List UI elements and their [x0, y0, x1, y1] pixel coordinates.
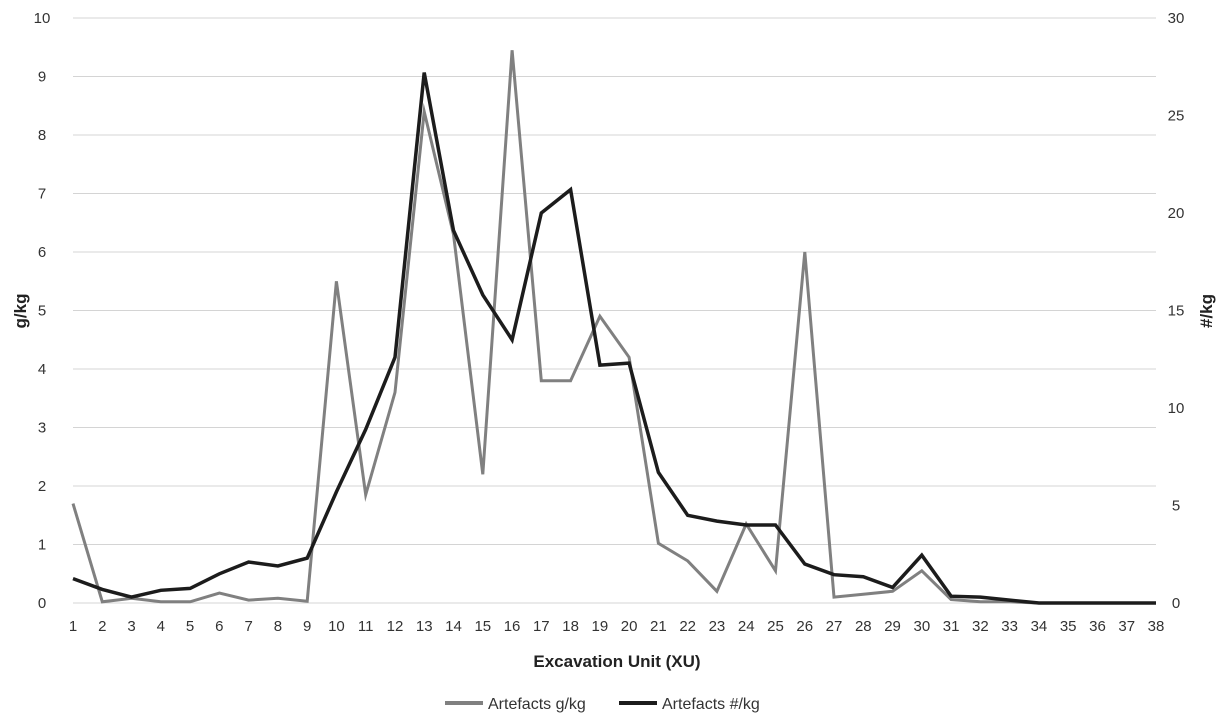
x-tick-label: 20: [621, 618, 638, 635]
x-tick-label: 34: [1031, 618, 1048, 635]
right-tick-label: 25: [1168, 108, 1185, 125]
x-tick-label: 6: [215, 618, 223, 635]
x-tick-label: 33: [1001, 618, 1018, 635]
left-tick-label: 8: [38, 127, 46, 144]
x-tick-label: 38: [1148, 618, 1165, 635]
x-tick-label: 26: [796, 618, 813, 635]
right-tick-label: 15: [1168, 303, 1185, 320]
right-tick-label: 30: [1168, 10, 1185, 27]
x-tick-label: 17: [533, 618, 550, 635]
left-tick-label: 6: [38, 244, 46, 261]
x-tick-label: 22: [679, 618, 696, 635]
left-tick-label: 0: [38, 595, 46, 612]
x-axis-ticks: 1 2 3 4 5 6 7 8 9 10 11 12 13 14 15 16 17 18 19 20 21 22 23 24 2…: [69, 618, 1165, 635]
right-tick-label: 20: [1168, 205, 1185, 222]
left-tick-label: 5: [38, 303, 46, 320]
x-tick-label: 10: [328, 618, 345, 635]
x-tick-label: 14: [445, 618, 462, 635]
x-tick-label: 30: [913, 618, 930, 635]
right-axis-title: #/kg: [1197, 294, 1216, 328]
x-tick-label: 31: [943, 618, 960, 635]
x-tick-label: 24: [738, 618, 755, 635]
series-lines: [71, 50, 1156, 605]
legend-label-artefacts-g-kg: Artefacts g/kg: [488, 696, 586, 713]
left-tick-label: 9: [38, 69, 46, 86]
left-tick-label: 1: [38, 537, 46, 554]
x-tick-label: 21: [650, 618, 667, 635]
x-tick-label: 9: [303, 618, 311, 635]
series-line-artefacts-count-kg: [72, 72, 1156, 605]
x-tick-label: 1: [69, 618, 77, 635]
x-tick-label: 16: [504, 618, 521, 635]
right-tick-label: 5: [1172, 498, 1180, 515]
right-tick-label: 0: [1172, 595, 1180, 612]
gridlines: [73, 17, 1156, 604]
legend: Artefacts g/kg Artefacts #/kg: [445, 696, 760, 713]
x-tick-label: 11: [358, 618, 374, 635]
left-axis-title: g/kg: [11, 294, 30, 329]
left-axis-ticks: 0 1 2 3 4 5 6 7 8 9 10: [34, 10, 51, 612]
x-tick-label: 8: [274, 618, 282, 635]
x-tick-label: 23: [709, 618, 726, 635]
x-tick-label: 19: [592, 618, 609, 635]
x-tick-label: 5: [186, 618, 194, 635]
left-tick-label: 4: [38, 361, 46, 378]
legend-label-artefacts-count-kg: Artefacts #/kg: [662, 696, 760, 713]
x-tick-label: 28: [855, 618, 872, 635]
x-tick-label: 13: [416, 618, 433, 635]
left-tick-label: 7: [38, 186, 46, 203]
x-tick-label: 15: [474, 618, 491, 635]
x-tick-label: 3: [127, 618, 135, 635]
left-tick-label: 10: [34, 10, 51, 27]
x-tick-label: 18: [562, 618, 579, 635]
x-tick-label: 37: [1118, 618, 1135, 635]
x-tick-label: 35: [1060, 618, 1077, 635]
x-tick-label: 27: [826, 618, 843, 635]
x-tick-label: 7: [244, 618, 252, 635]
x-tick-label: 32: [972, 618, 989, 635]
x-axis-title: Excavation Unit (XU): [533, 652, 700, 671]
x-tick-label: 25: [767, 618, 784, 635]
x-tick-label: 12: [387, 618, 404, 635]
left-tick-label: 3: [38, 420, 46, 437]
x-tick-label: 36: [1089, 618, 1106, 635]
x-tick-label: 29: [884, 618, 901, 635]
x-tick-label: 4: [157, 618, 165, 635]
series-line-artefacts-g-kg: [71, 50, 1156, 605]
right-axis-ticks: 0 5 10 15 20 25 30: [1168, 10, 1185, 612]
left-tick-label: 2: [38, 478, 46, 495]
right-tick-label: 10: [1168, 400, 1185, 417]
x-tick-label: 2: [98, 618, 106, 635]
